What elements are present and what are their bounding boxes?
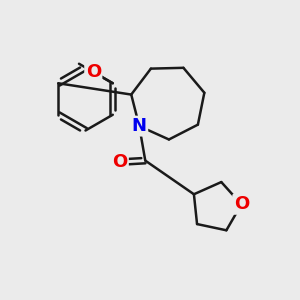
Text: O: O <box>112 153 128 171</box>
Text: O: O <box>234 195 249 213</box>
Text: O: O <box>86 63 101 81</box>
Text: N: N <box>132 117 147 135</box>
